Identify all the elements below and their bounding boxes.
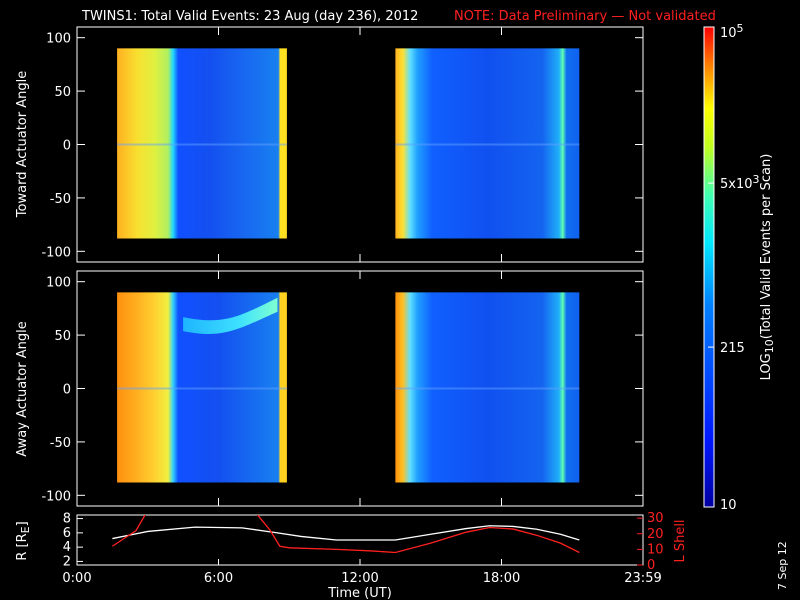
x-axis-label: Time (UT) xyxy=(327,586,392,600)
cyan-band-feature xyxy=(183,297,278,334)
y-tick-label: 4 xyxy=(63,540,71,555)
y-tick-label: -100 xyxy=(41,489,71,504)
scan-block xyxy=(395,48,580,239)
preliminary-note: NOTE: Data Preliminary — Not validated xyxy=(454,9,716,24)
colorbar-tick-label: 5x103 xyxy=(720,173,760,192)
y-tick-label: 50 xyxy=(54,85,71,100)
y-tick-label: -100 xyxy=(41,245,71,260)
y-tick-label: 8 xyxy=(63,512,71,527)
r-series-line xyxy=(112,525,580,541)
x-tick-label: 6:00 xyxy=(204,571,233,586)
x-tick-label: 0:00 xyxy=(62,571,91,586)
lshell-tick-label: 30 xyxy=(647,511,664,526)
panel-toward: 100 50 0 -50 -100 Toward Actuator Angle xyxy=(15,26,644,263)
lshell-tick-label: 10 xyxy=(647,542,664,557)
y-tick-label: 100 xyxy=(46,32,71,47)
colorbar-gradient xyxy=(704,27,714,507)
panel-orbit-ylabel-left: R [RE] xyxy=(15,521,32,560)
colorbar-tick-label: 215 xyxy=(720,341,745,356)
y-tick-label: 50 xyxy=(54,329,71,344)
y-tick-label: -50 xyxy=(50,436,71,451)
y-tick-label: 2 xyxy=(63,554,71,569)
panel-orbit-ylabel-right: L Shell xyxy=(673,519,688,562)
x-tick-label: 12:00 xyxy=(341,571,378,586)
scan-block xyxy=(395,292,580,483)
date-stamp: 7 Sep 12 xyxy=(776,541,789,590)
colorbar-tick-label: 105 xyxy=(720,22,744,41)
lshell-tick-label: 20 xyxy=(647,527,664,542)
y-tick-label: 0 xyxy=(63,139,71,154)
colorbar: 105 5x103 215 10 LOG10(Total Valid Events p… xyxy=(703,22,776,513)
colorbar-label: LOG10(Total Valid Events per Scan) xyxy=(759,154,776,381)
y-tick-label: 100 xyxy=(46,276,71,291)
colorbar-tick-label: 10 xyxy=(720,498,737,513)
scan-block xyxy=(117,48,287,239)
x-tick-label: 18:00 xyxy=(483,571,520,586)
x-tick-label: 23:59 xyxy=(624,571,661,586)
y-tick-label: 6 xyxy=(63,526,71,541)
y-tick-label: 0 xyxy=(63,383,71,398)
lshell-series-line xyxy=(112,515,580,554)
panel-away: 100 50 0 -50 -100 Away Actuator Angle xyxy=(15,270,644,507)
panel-toward-ylabel: Toward Actuator Angle xyxy=(15,71,30,218)
panel-away-ylabel: Away Actuator Angle xyxy=(15,321,30,456)
plot-title: TWINS1: Total Valid Events: 23 Aug (day … xyxy=(81,9,418,24)
y-tick-label: -50 xyxy=(50,192,71,207)
lshell-tick-label: 0 xyxy=(647,558,655,573)
